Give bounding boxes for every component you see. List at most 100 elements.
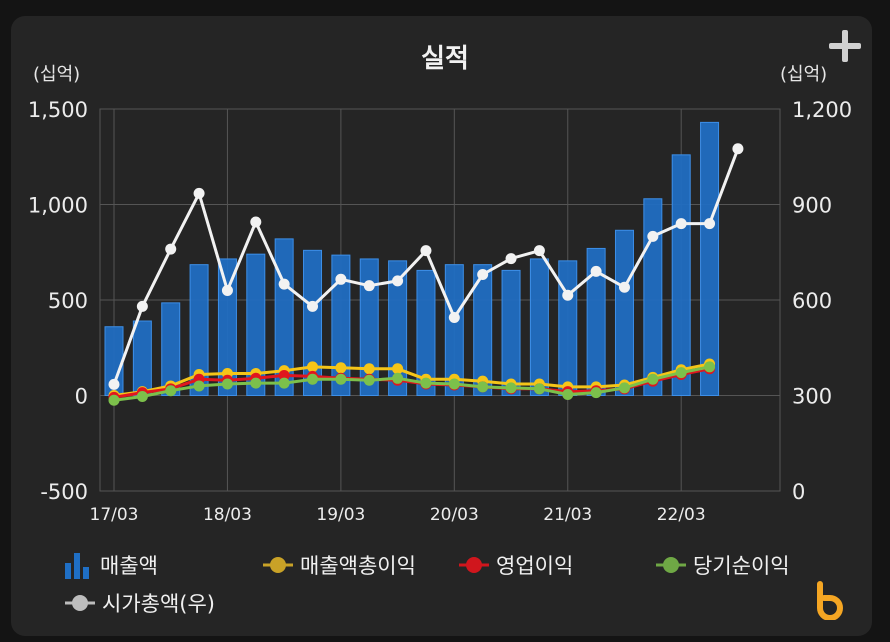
net-income-line-icon bbox=[656, 557, 686, 573]
revenue-bar bbox=[501, 269, 521, 396]
revenue-bar bbox=[189, 264, 209, 397]
net-income-point bbox=[704, 361, 716, 373]
operating-profit-point bbox=[278, 369, 290, 381]
gross-profit-point bbox=[335, 362, 347, 374]
net-income-point bbox=[165, 385, 177, 397]
right-tick-label: 600 bbox=[792, 289, 832, 313]
left-tick-label: 500 bbox=[48, 289, 88, 313]
net-income-point bbox=[618, 382, 630, 394]
net-income-point bbox=[221, 378, 233, 390]
bar-chart-icon bbox=[65, 553, 89, 579]
legend-revenue[interactable]: 매출액 bbox=[64, 550, 158, 580]
market-cap-point bbox=[562, 289, 574, 301]
revenue-bar bbox=[303, 249, 323, 396]
legend-market-cap-label: 시가총액(우) bbox=[102, 592, 215, 616]
net-income-point bbox=[448, 378, 460, 390]
market-cap-point bbox=[505, 253, 517, 265]
legend-operating-profit-label: 영업이익 bbox=[496, 554, 574, 578]
market-cap-point bbox=[278, 278, 290, 290]
net-income-point bbox=[590, 387, 602, 399]
market-cap-point bbox=[675, 218, 687, 230]
market-cap-point bbox=[221, 284, 233, 296]
legend-net-income[interactable]: 당기순이익 bbox=[655, 550, 790, 580]
market-cap-line-icon bbox=[65, 595, 95, 611]
legend-gross-profit-label: 매출액총이익 bbox=[300, 554, 416, 578]
market-cap-point bbox=[136, 300, 148, 312]
net-income-point bbox=[307, 373, 319, 385]
left-tick-label: 0 bbox=[75, 385, 88, 409]
market-cap-point bbox=[732, 143, 744, 155]
market-cap-point bbox=[193, 187, 205, 199]
revenue-bar bbox=[700, 121, 720, 397]
left-tick-label: -500 bbox=[40, 480, 88, 504]
net-income-point bbox=[250, 377, 262, 389]
net-income-point bbox=[278, 377, 290, 389]
market-cap-point bbox=[618, 281, 630, 293]
market-cap-point bbox=[704, 218, 716, 230]
legend-revenue-label: 매출액 bbox=[100, 554, 158, 578]
market-cap-point bbox=[165, 243, 177, 255]
x-tick-label: 19/03 bbox=[316, 505, 365, 525]
net-income-point bbox=[505, 382, 517, 394]
market-cap-point bbox=[477, 269, 489, 281]
left-tick-label: 1,500 bbox=[28, 98, 88, 122]
market-cap-point bbox=[533, 245, 545, 257]
net-income-point bbox=[136, 390, 148, 402]
brand-logo-icon[interactable] bbox=[812, 580, 846, 620]
revenue-bar bbox=[331, 254, 351, 396]
x-tick-label: 17/03 bbox=[90, 505, 139, 525]
gross-profit-point bbox=[392, 363, 404, 375]
net-income-point bbox=[533, 383, 545, 395]
market-cap-point bbox=[307, 300, 319, 312]
x-tick-label: 21/03 bbox=[543, 505, 592, 525]
x-tick-label: 20/03 bbox=[430, 505, 479, 525]
revenue-bar bbox=[388, 260, 408, 396]
revenue-bar bbox=[359, 258, 379, 396]
legend-gross-profit[interactable]: 매출액총이익 bbox=[262, 550, 416, 580]
left-axis-unit: (십억) bbox=[33, 64, 81, 85]
net-income-point bbox=[363, 374, 375, 386]
market-cap-point bbox=[590, 265, 602, 277]
right-tick-label: 0 bbox=[792, 480, 805, 504]
net-income-point bbox=[420, 377, 432, 389]
revenue-bar bbox=[558, 260, 578, 396]
revenue-bar bbox=[246, 253, 266, 396]
revenue-bar bbox=[473, 264, 493, 397]
revenue-bar bbox=[416, 269, 436, 396]
gross-profit-line bbox=[113, 362, 710, 397]
market-cap-point bbox=[647, 230, 659, 242]
chart-title: 실적 bbox=[421, 44, 469, 74]
revenue-bar bbox=[643, 198, 663, 396]
market-cap-point bbox=[392, 275, 404, 287]
operating-profit-line-icon bbox=[459, 557, 489, 573]
right-tick-label: 900 bbox=[792, 194, 832, 218]
right-tick-label: 300 bbox=[792, 385, 832, 409]
x-tick-label: 22/03 bbox=[657, 505, 706, 525]
chart-card bbox=[11, 16, 872, 636]
gross-profit-line-icon bbox=[263, 557, 293, 573]
net-income-line bbox=[113, 365, 710, 402]
net-income-point bbox=[647, 373, 659, 385]
legend-operating-profit[interactable]: 영업이익 bbox=[458, 550, 573, 580]
legend-market-cap[interactable]: 시가총액(우) bbox=[64, 588, 215, 618]
gross-profit-point bbox=[363, 363, 375, 375]
revenue-bar bbox=[671, 154, 691, 396]
net-income-point bbox=[193, 380, 205, 392]
gross-profit-point bbox=[307, 361, 319, 373]
x-tick-label: 18/03 bbox=[203, 505, 252, 525]
plot-frame bbox=[99, 108, 781, 492]
left-tick-label: 1,000 bbox=[28, 194, 88, 218]
expand-plus-icon[interactable] bbox=[827, 28, 863, 64]
net-income-point bbox=[108, 394, 120, 406]
revenue-bar bbox=[614, 229, 634, 396]
net-income-point bbox=[675, 367, 687, 379]
revenue-bar bbox=[444, 264, 464, 397]
market-cap-point bbox=[250, 216, 262, 228]
net-income-point bbox=[392, 372, 404, 384]
market-cap-point bbox=[335, 273, 347, 285]
net-income-point bbox=[562, 389, 574, 401]
revenue-bar bbox=[132, 320, 152, 397]
revenue-bar bbox=[274, 238, 294, 396]
net-income-point bbox=[477, 381, 489, 393]
